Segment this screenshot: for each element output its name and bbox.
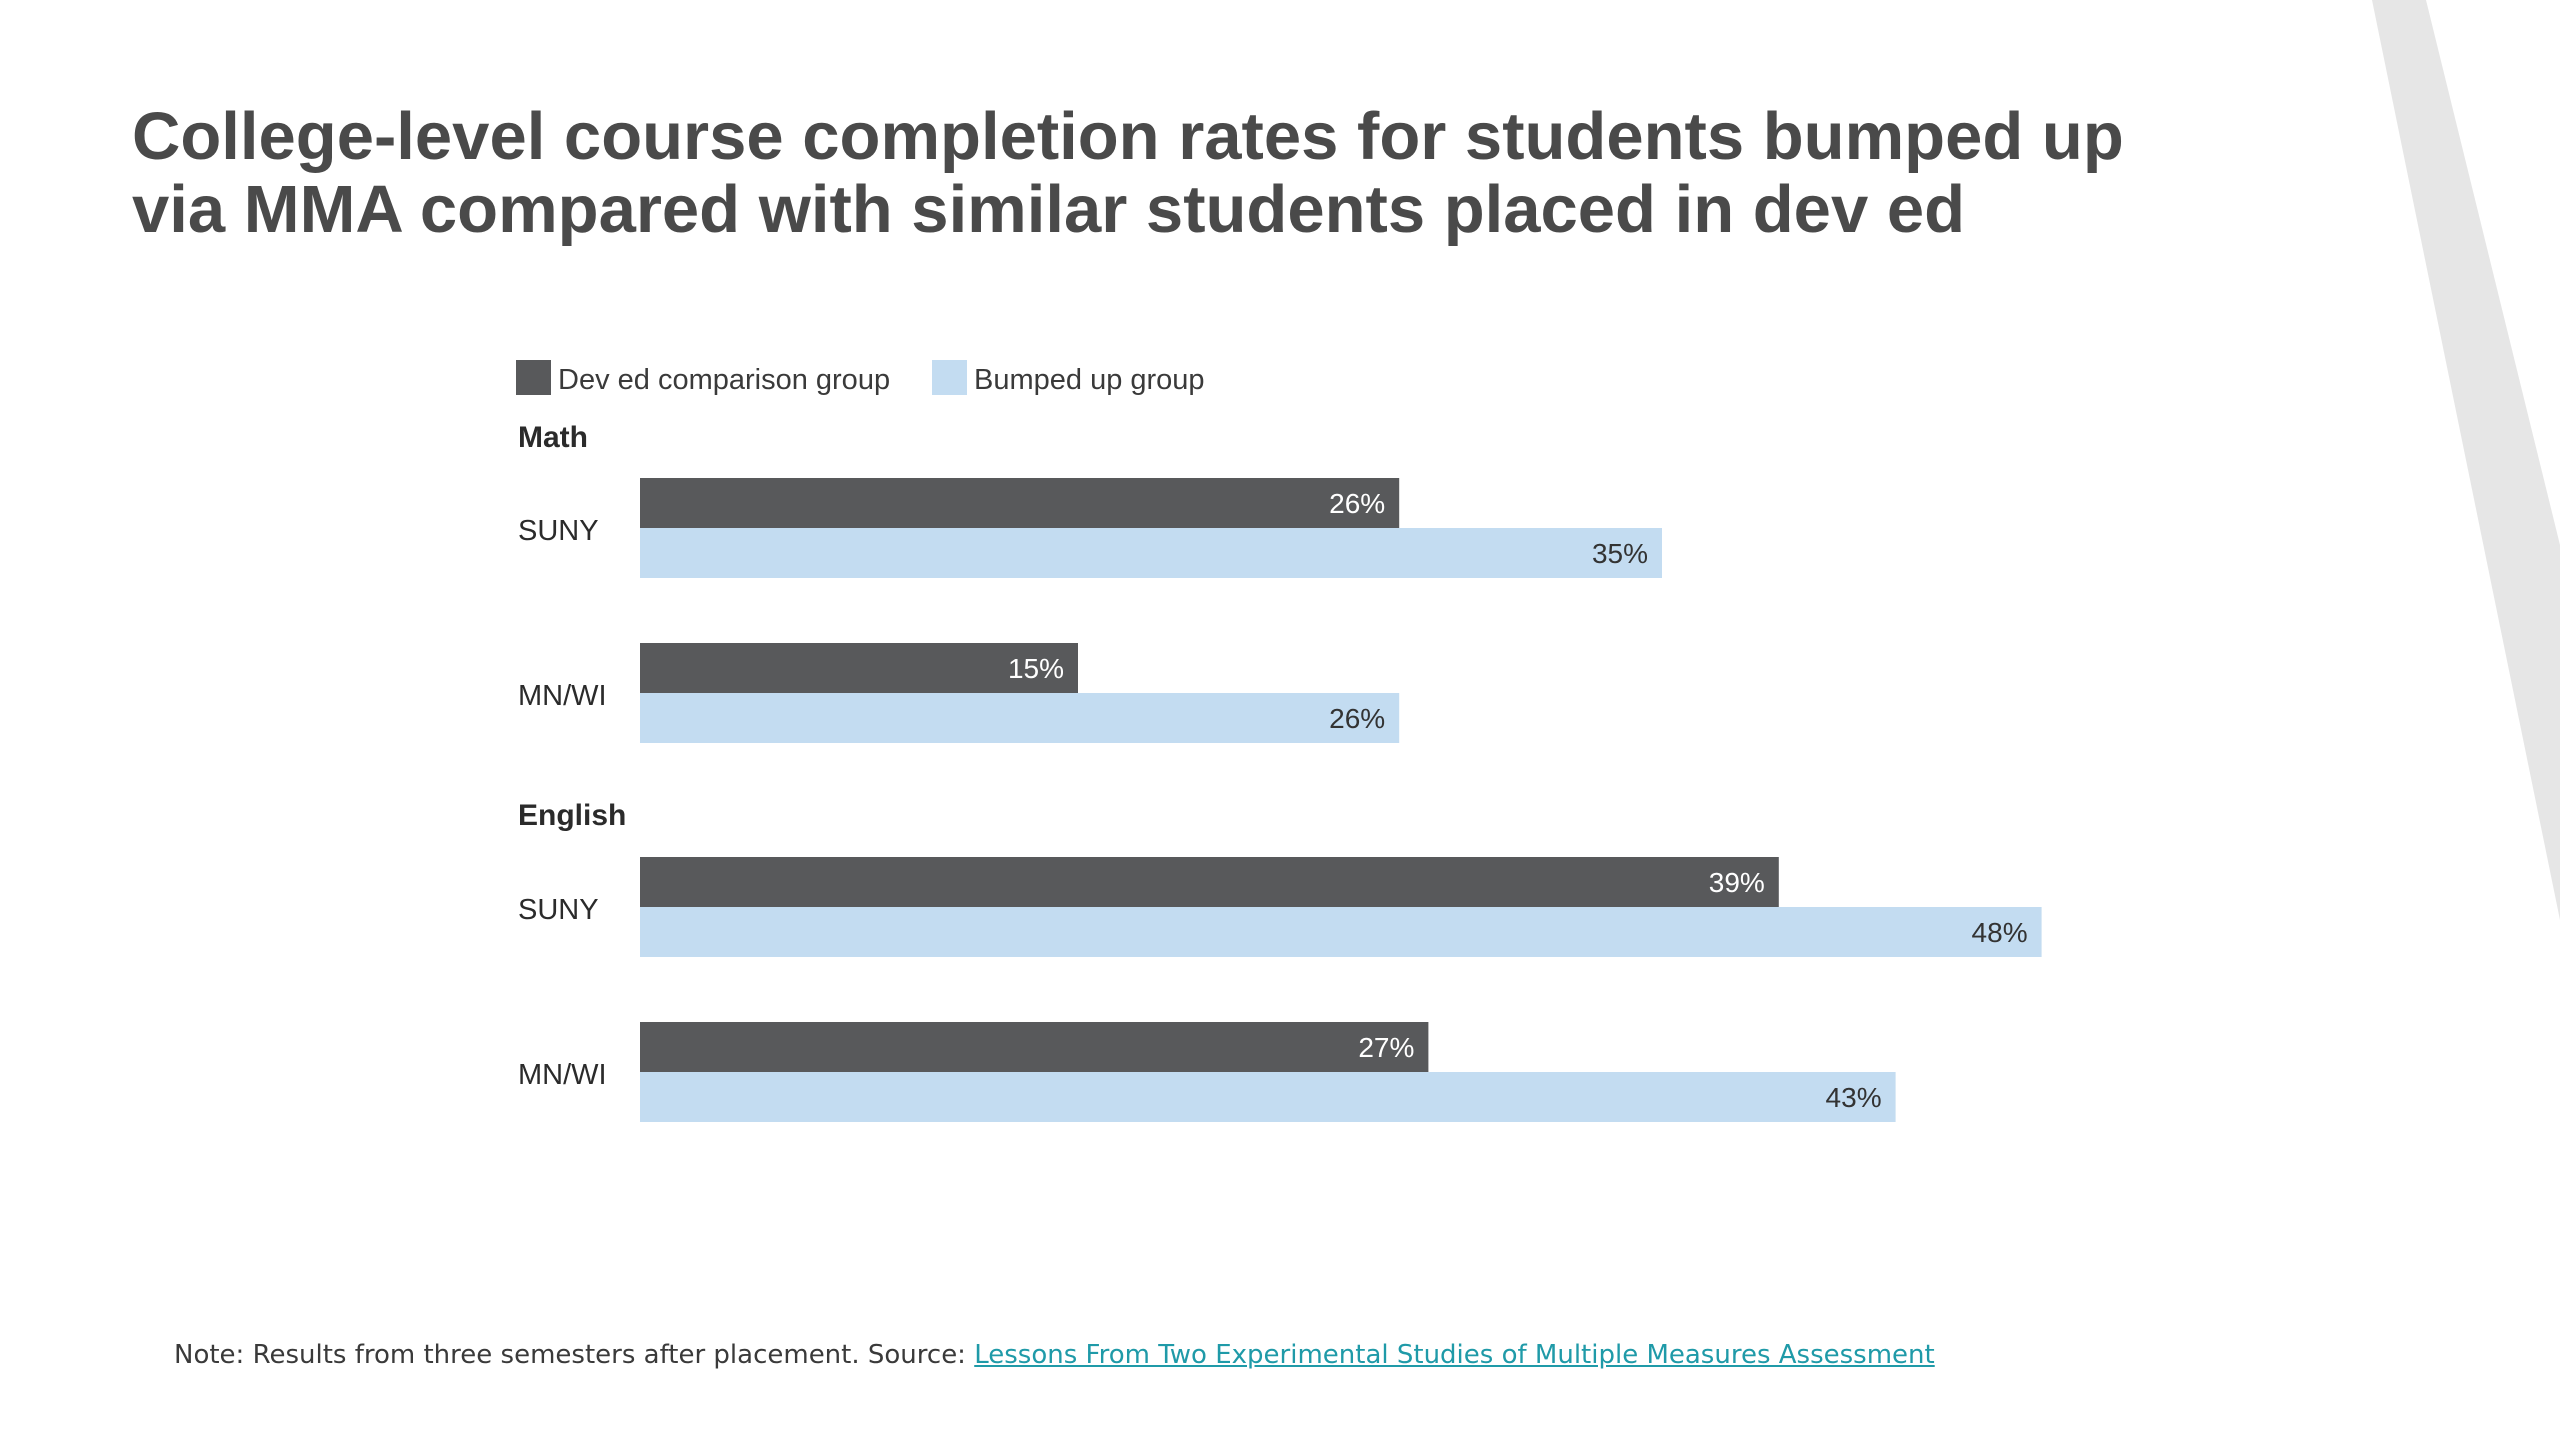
category-label-english-mn-wi: MN/WI [518, 1059, 607, 1091]
data-label-english-mn-wi-bumped-up: 43% [1826, 1082, 1882, 1113]
legend-label-dev-ed: Dev ed comparison group [558, 364, 890, 396]
data-label-math-mn-wi-dev-ed: 15% [1008, 653, 1064, 684]
footnote-text: Note: Results from three semesters after… [174, 1340, 975, 1370]
slide-title: College-level course completion rates fo… [132, 100, 2332, 246]
data-label-math-mn-wi-bumped-up: 26% [1329, 703, 1385, 734]
bar-english-mn-wi-bumped-up [640, 1072, 1896, 1122]
category-label-math-mn-wi: MN/WI [518, 680, 607, 712]
footnote: Note: Results from three semesters after… [174, 1340, 1935, 1370]
data-label-english-suny-dev-ed: 39% [1709, 867, 1765, 898]
bar-math-mn-wi-bumped-up [640, 693, 1400, 743]
data-label-math-suny-bumped-up: 35% [1592, 538, 1648, 569]
category-label-math-suny: SUNY [518, 515, 599, 547]
title-line-2: via MMA compared with similar students p… [132, 172, 1966, 247]
source-link[interactable]: Lessons From Two Experimental Studies of… [974, 1340, 1935, 1370]
legend-label-bumped-up: Bumped up group [974, 364, 1205, 396]
bar-english-suny-bumped-up [640, 907, 2042, 957]
title-line-1: College-level course completion rates fo… [132, 99, 2124, 174]
data-label-english-mn-wi-dev-ed: 27% [1358, 1032, 1414, 1063]
bar-math-suny-bumped-up [640, 528, 1662, 578]
data-label-math-suny-dev-ed: 26% [1329, 488, 1385, 519]
bar-english-suny-dev-ed [640, 857, 1779, 907]
bar-math-suny-dev-ed [640, 478, 1400, 528]
group-label-math: Math [518, 421, 588, 454]
category-label-english-suny: SUNY [518, 894, 599, 926]
data-label-english-suny-bumped-up: 48% [1972, 917, 2028, 948]
bar-english-mn-wi-dev-ed [640, 1022, 1429, 1072]
group-label-english: English [518, 799, 626, 832]
accent-stripe-shape [2372, 0, 2560, 920]
legend-swatch-bumped-up [932, 360, 967, 395]
bar-math-mn-wi-dev-ed [640, 643, 1078, 693]
legend-swatch-dev-ed [516, 360, 551, 395]
